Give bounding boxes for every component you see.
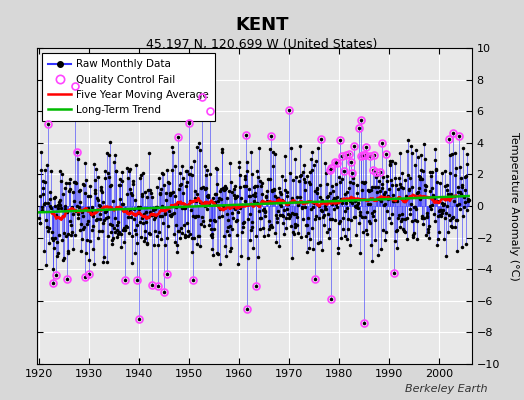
Y-axis label: Temperature Anomaly (°C): Temperature Anomaly (°C) [509,132,519,280]
Text: 45.197 N, 120.699 W (United States): 45.197 N, 120.699 W (United States) [146,38,378,51]
Text: Berkeley Earth: Berkeley Earth [405,384,487,394]
Legend: Raw Monthly Data, Quality Control Fail, Five Year Moving Average, Long-Term Tren: Raw Monthly Data, Quality Control Fail, … [42,53,215,121]
Text: KENT: KENT [235,16,289,34]
